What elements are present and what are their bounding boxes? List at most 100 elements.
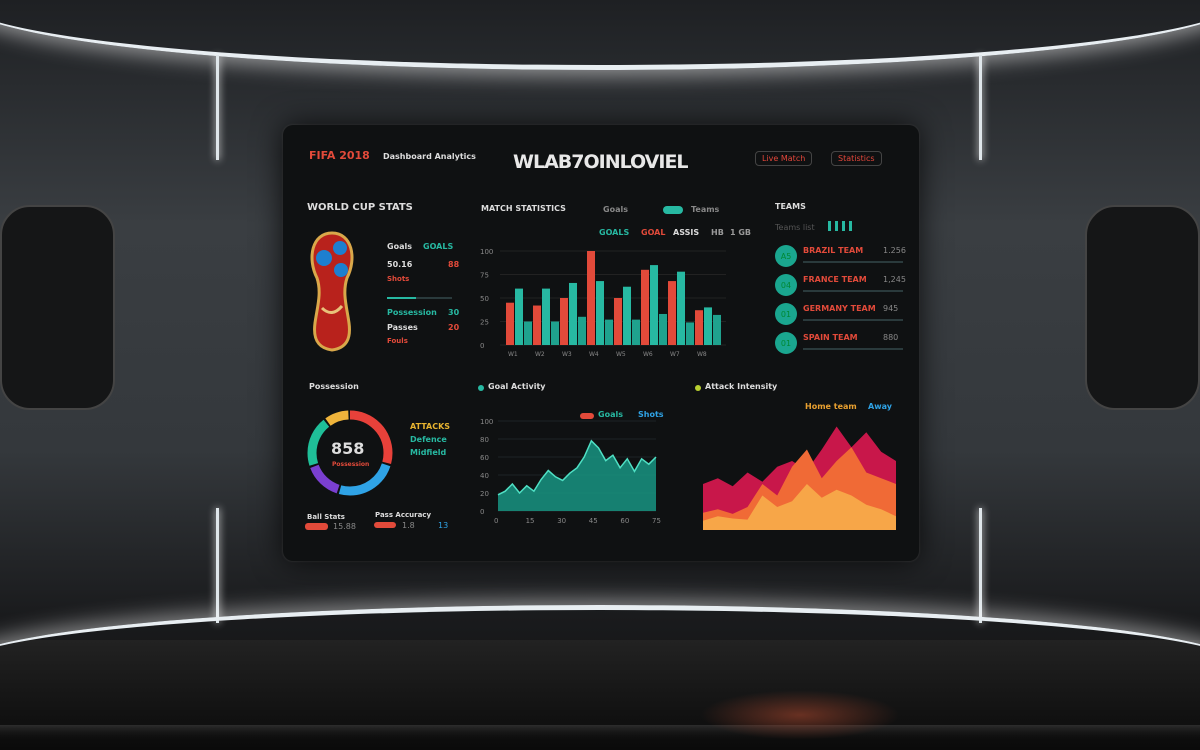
bar — [659, 313, 667, 345]
team-badge: 04 — [775, 274, 797, 296]
team-value: 880 — [883, 333, 899, 342]
x-tick-label: W4 — [589, 351, 599, 358]
filter-tab[interactable]: GOAL — [641, 228, 666, 237]
donut-segment — [307, 410, 393, 496]
footer-label: Ball Stats — [307, 513, 345, 521]
bar-chart-title: MATCH STATISTICS — [481, 204, 566, 213]
x-tick-label: 60 — [620, 517, 629, 525]
stat-label: Possession — [387, 308, 437, 317]
bar — [560, 298, 568, 345]
filter-tab[interactable]: ASSIS — [673, 228, 700, 237]
team-name: SPAIN TEAM — [803, 333, 858, 342]
team-value: 1.256 — [883, 246, 906, 255]
bar — [542, 288, 550, 345]
legend-item: Teams — [691, 205, 720, 214]
status-dot — [695, 385, 701, 391]
footer-value: 15.88 — [333, 522, 356, 531]
y-tick-label: 75 — [480, 272, 489, 280]
y-tick-label: 20 — [480, 490, 489, 498]
team-progress — [803, 348, 903, 350]
bar — [506, 302, 514, 345]
x-tick-label: W5 — [616, 351, 626, 358]
bar — [623, 286, 631, 345]
y-tick-label: 40 — [480, 472, 489, 480]
x-tick-label: 45 — [589, 517, 598, 525]
bar — [605, 319, 613, 345]
x-tick-label: W1 — [508, 351, 518, 358]
footer-label: Pass Accuracy — [375, 511, 432, 519]
x-tick-label: 30 — [557, 517, 566, 525]
legend-item: Home team — [805, 402, 857, 411]
stat-value: GOALS — [423, 242, 454, 251]
stacked-chart-title: Attack Intensity — [705, 382, 778, 391]
ceiling-light — [0, 0, 1200, 70]
world-cup-trophy-icon — [310, 231, 354, 352]
x-tick-label: W3 — [562, 351, 572, 358]
stat-value: 20 — [448, 323, 460, 332]
donut-center-value: 858 — [331, 439, 365, 458]
team-name: FRANCE TEAM — [803, 275, 867, 284]
bar — [650, 265, 658, 345]
team-badge: A5 — [775, 245, 797, 267]
bar — [695, 310, 703, 345]
donut-chart — [307, 410, 393, 496]
area-fill — [498, 440, 656, 511]
filter-tab[interactable]: GOALS — [599, 228, 630, 237]
bar — [551, 321, 559, 345]
team-value: 945 — [883, 304, 899, 313]
stat-label: Fouls — [387, 337, 408, 345]
team-progress — [803, 261, 903, 263]
area-series — [703, 484, 896, 530]
stat-value: 30 — [448, 308, 460, 317]
filter-tab[interactable]: 1 GB — [730, 228, 752, 237]
status-dot — [478, 385, 484, 391]
bar — [704, 307, 712, 345]
bar — [614, 298, 622, 345]
donut-center-label: Possession — [332, 461, 370, 468]
area-chart-title: Goal Activity — [488, 382, 546, 391]
donut-title: Possession — [309, 382, 359, 391]
team-badge: 01 — [775, 303, 797, 325]
stat-label: Goals — [387, 242, 412, 251]
stat-value: 88 — [448, 260, 460, 269]
bar — [578, 316, 586, 345]
y-tick-label: 0 — [480, 342, 484, 350]
x-tick-label: W2 — [535, 351, 545, 358]
team-list-item[interactable]: A5 BRAZIL TEAM 1.256 — [775, 245, 913, 271]
x-tick-label: W6 — [643, 351, 653, 358]
legend-item: Away — [868, 402, 892, 411]
teams-subtitle: Teams list — [775, 223, 815, 232]
bar — [569, 282, 577, 345]
team-list-item[interactable]: 01 GERMANY TEAM 945 — [775, 303, 913, 329]
footer-value: 13 — [438, 521, 449, 530]
team-list-item[interactable]: 04 FRANCE TEAM 1,245 — [775, 274, 913, 300]
y-tick-label: 60 — [480, 454, 489, 462]
stat-progress — [387, 297, 452, 299]
legend-item: Goals — [603, 205, 628, 214]
live-match-button[interactable]: Live Match — [755, 151, 813, 166]
bar — [533, 305, 541, 345]
bar — [515, 288, 523, 345]
footer-value: 1.8 — [402, 521, 415, 530]
team-list-item[interactable]: 01 SPAIN TEAM 880 — [775, 332, 913, 358]
x-tick-label: 75 — [652, 517, 661, 525]
legend-item: Goals — [598, 410, 623, 419]
footer-bar — [374, 522, 396, 528]
x-tick-label: W7 — [670, 351, 680, 358]
y-tick-label: 100 — [480, 248, 493, 256]
wall-light — [979, 508, 982, 623]
wall-light — [216, 508, 219, 623]
left-panel-title: WORLD CUP STATS — [307, 202, 413, 213]
bar — [641, 269, 649, 345]
statistics-button[interactable]: Statistics — [831, 151, 882, 166]
wall-window — [0, 205, 115, 410]
floor-light — [0, 605, 1200, 725]
floor-reflection — [700, 690, 900, 740]
donut-legend-item: ATTACKS — [410, 422, 451, 431]
bar — [524, 321, 532, 345]
filter-tab[interactable]: HB — [711, 228, 724, 237]
area-chart: 0 20 40 60 80 100 0 15 30 45 60 75 — [480, 418, 661, 525]
donut-legend-item: Midfield — [410, 448, 447, 457]
legend-item: Shots — [638, 410, 664, 419]
x-tick-label: 15 — [526, 517, 535, 525]
